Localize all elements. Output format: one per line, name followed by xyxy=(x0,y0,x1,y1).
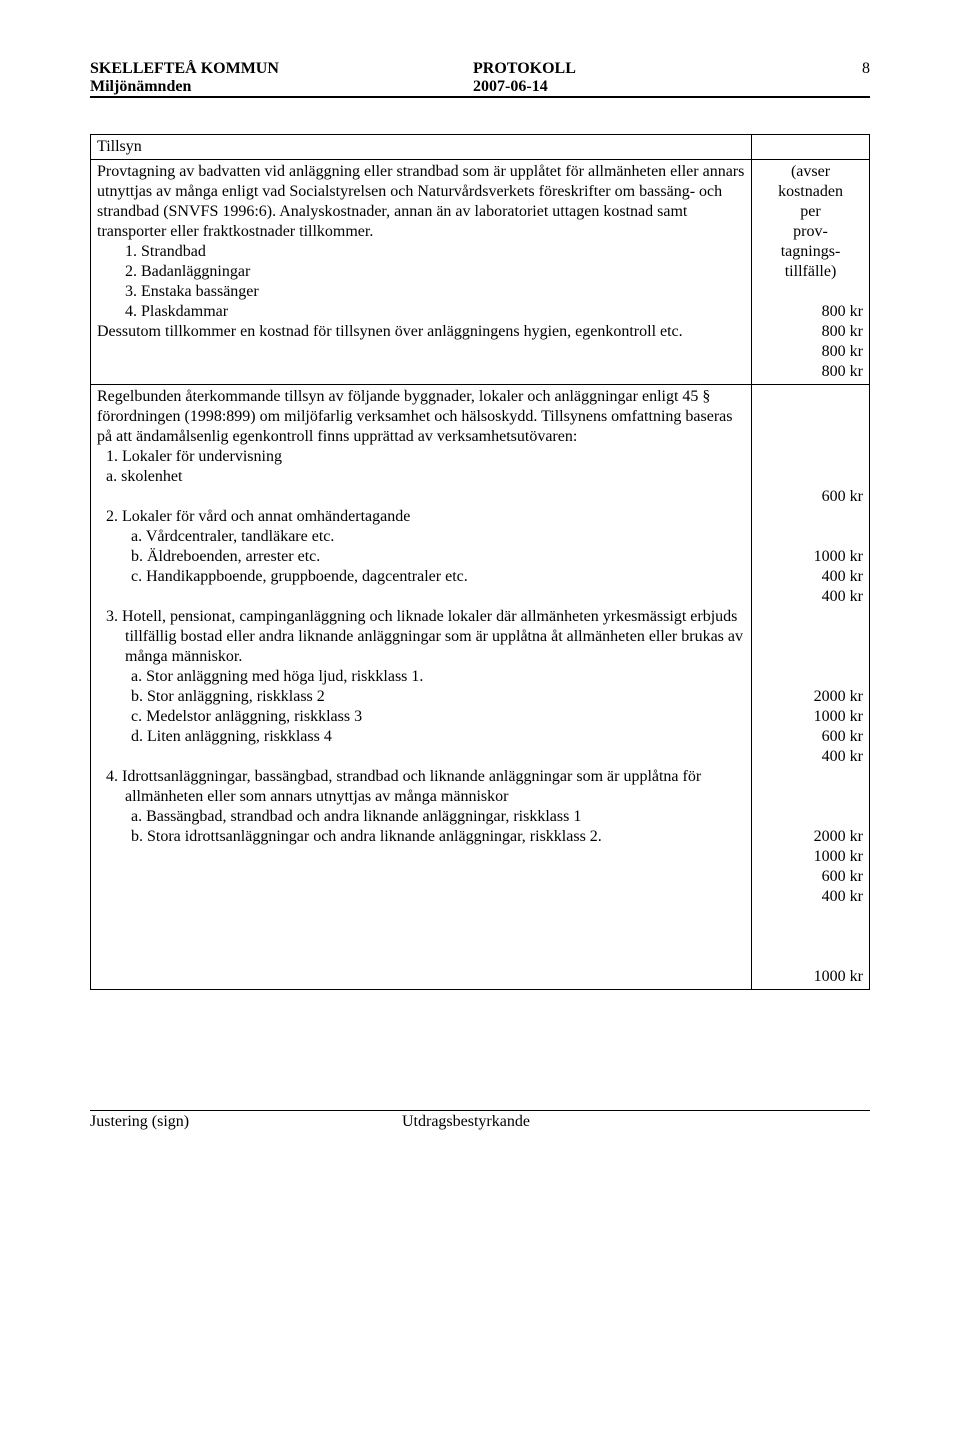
list-item: 3. Enstaka bassänger xyxy=(97,282,745,302)
body-text: Regelbunden återkommande tillsyn av följ… xyxy=(97,388,732,445)
value-text xyxy=(758,807,863,827)
value-cell xyxy=(752,135,870,160)
list-item: 1. Lokaler för undervisning xyxy=(97,447,745,467)
value-text: tillfälle) xyxy=(758,262,863,282)
value-text xyxy=(758,467,863,487)
value-text: 800 kr xyxy=(758,342,863,362)
value-text: 600 kr xyxy=(758,867,863,887)
header-pagenum: 8 xyxy=(840,60,870,78)
value-text: 1000 kr xyxy=(758,547,863,567)
list-item: 4. Plaskdammar xyxy=(97,302,745,322)
value-text xyxy=(758,907,863,927)
value-text xyxy=(758,427,863,447)
list-item: a. Stor anläggning med höga ljud, riskkl… xyxy=(97,667,745,687)
value-text xyxy=(758,627,863,647)
value-text xyxy=(758,647,863,667)
list-item: b. Äldreboenden, arrester etc. xyxy=(97,547,745,567)
value-text: 800 kr xyxy=(758,362,863,382)
value-text xyxy=(758,387,863,407)
value-text: 800 kr xyxy=(758,322,863,342)
list-item: a. skolenhet xyxy=(97,467,745,487)
value-text xyxy=(758,607,863,627)
value-text: 1000 kr xyxy=(758,847,863,867)
spacer xyxy=(97,747,745,767)
value-text: 400 kr xyxy=(758,567,863,587)
value-text: 400 kr xyxy=(758,747,863,767)
header-date: 2007-06-14 xyxy=(473,78,576,96)
value-text xyxy=(758,927,863,947)
value-cell: (avser kostnaden per prov- tagnings- til… xyxy=(752,160,870,385)
value-text: per xyxy=(758,202,863,222)
value-text: 400 kr xyxy=(758,887,863,907)
value-text xyxy=(758,507,863,527)
page-footer: Justering (sign) Utdragsbestyrkande xyxy=(90,1110,870,1131)
body-text: Dessutom tillkommer en kostnad för tills… xyxy=(97,323,683,340)
list-item: a. Vårdcentraler, tandläkare etc. xyxy=(97,527,745,547)
list-item: c. Medelstor anläggning, riskklass 3 xyxy=(97,707,745,727)
value-text: (avser xyxy=(758,162,863,182)
value-text: 600 kr xyxy=(758,727,863,747)
value-text xyxy=(758,447,863,467)
desc-cell: Provtagning av badvatten vid anläggning … xyxy=(91,160,752,385)
footer-left: Justering (sign) xyxy=(90,1113,402,1131)
header-board: Miljönämnden xyxy=(90,78,279,96)
spacer xyxy=(97,587,745,607)
value-text xyxy=(758,667,863,687)
page-header: SKELLEFTEÅ KOMMUN Miljönämnden PROTOKOLL… xyxy=(90,60,870,98)
value-text xyxy=(758,947,863,967)
list-item: b. Stor anläggning, riskklass 2 xyxy=(97,687,745,707)
list-item: 2. Badanläggningar xyxy=(97,262,745,282)
list-item: d. Liten anläggning, riskklass 4 xyxy=(97,727,745,747)
header-doctype: PROTOKOLL xyxy=(473,60,576,78)
desc-cell: Regelbunden återkommande tillsyn av följ… xyxy=(91,385,752,990)
list-item: 1. Strandbad xyxy=(97,242,745,262)
header-org: SKELLEFTEÅ KOMMUN xyxy=(90,60,279,78)
value-text xyxy=(758,407,863,427)
value-text xyxy=(758,787,863,807)
value-text: 800 kr xyxy=(758,302,863,322)
value-text: 1000 kr xyxy=(758,967,863,987)
table-row: Regelbunden återkommande tillsyn av följ… xyxy=(91,385,870,990)
value-text xyxy=(758,282,863,302)
tillsyn-table: Tillsyn Provtagning av badvatten vid anl… xyxy=(90,134,870,990)
value-text: 600 kr xyxy=(758,487,863,507)
value-text: 2000 kr xyxy=(758,687,863,707)
list-item: b. Stora idrottsanläggningar och andra l… xyxy=(97,827,745,847)
list-item: c. Handikappboende, gruppboende, dagcent… xyxy=(97,567,745,587)
list-item: a. Bassängbad, strandbad och andra likna… xyxy=(97,807,745,827)
value-text: 2000 kr xyxy=(758,827,863,847)
spacer xyxy=(97,487,745,507)
value-text: kostnaden xyxy=(758,182,863,202)
value-text: 400 kr xyxy=(758,587,863,607)
section-heading: Tillsyn xyxy=(91,135,752,160)
table-row: Provtagning av badvatten vid anläggning … xyxy=(91,160,870,385)
value-text xyxy=(758,527,863,547)
body-text: Provtagning av badvatten vid anläggning … xyxy=(97,163,744,240)
value-text: prov- xyxy=(758,222,863,242)
list-item: 2. Lokaler för vård och annat omhänderta… xyxy=(97,507,745,527)
list-item: 4. Idrottsanläggningar, bassängbad, stra… xyxy=(97,767,745,807)
footer-right: Utdragsbestyrkande xyxy=(402,1113,870,1131)
list-item: 3. Hotell, pensionat, campinganläggning … xyxy=(97,607,745,667)
value-text: tagnings- xyxy=(758,242,863,262)
value-text: 1000 kr xyxy=(758,707,863,727)
value-text xyxy=(758,767,863,787)
table-row: Tillsyn xyxy=(91,135,870,160)
value-cell: 600 kr 1000 kr 400 kr 400 kr 2000 kr 100… xyxy=(752,385,870,990)
